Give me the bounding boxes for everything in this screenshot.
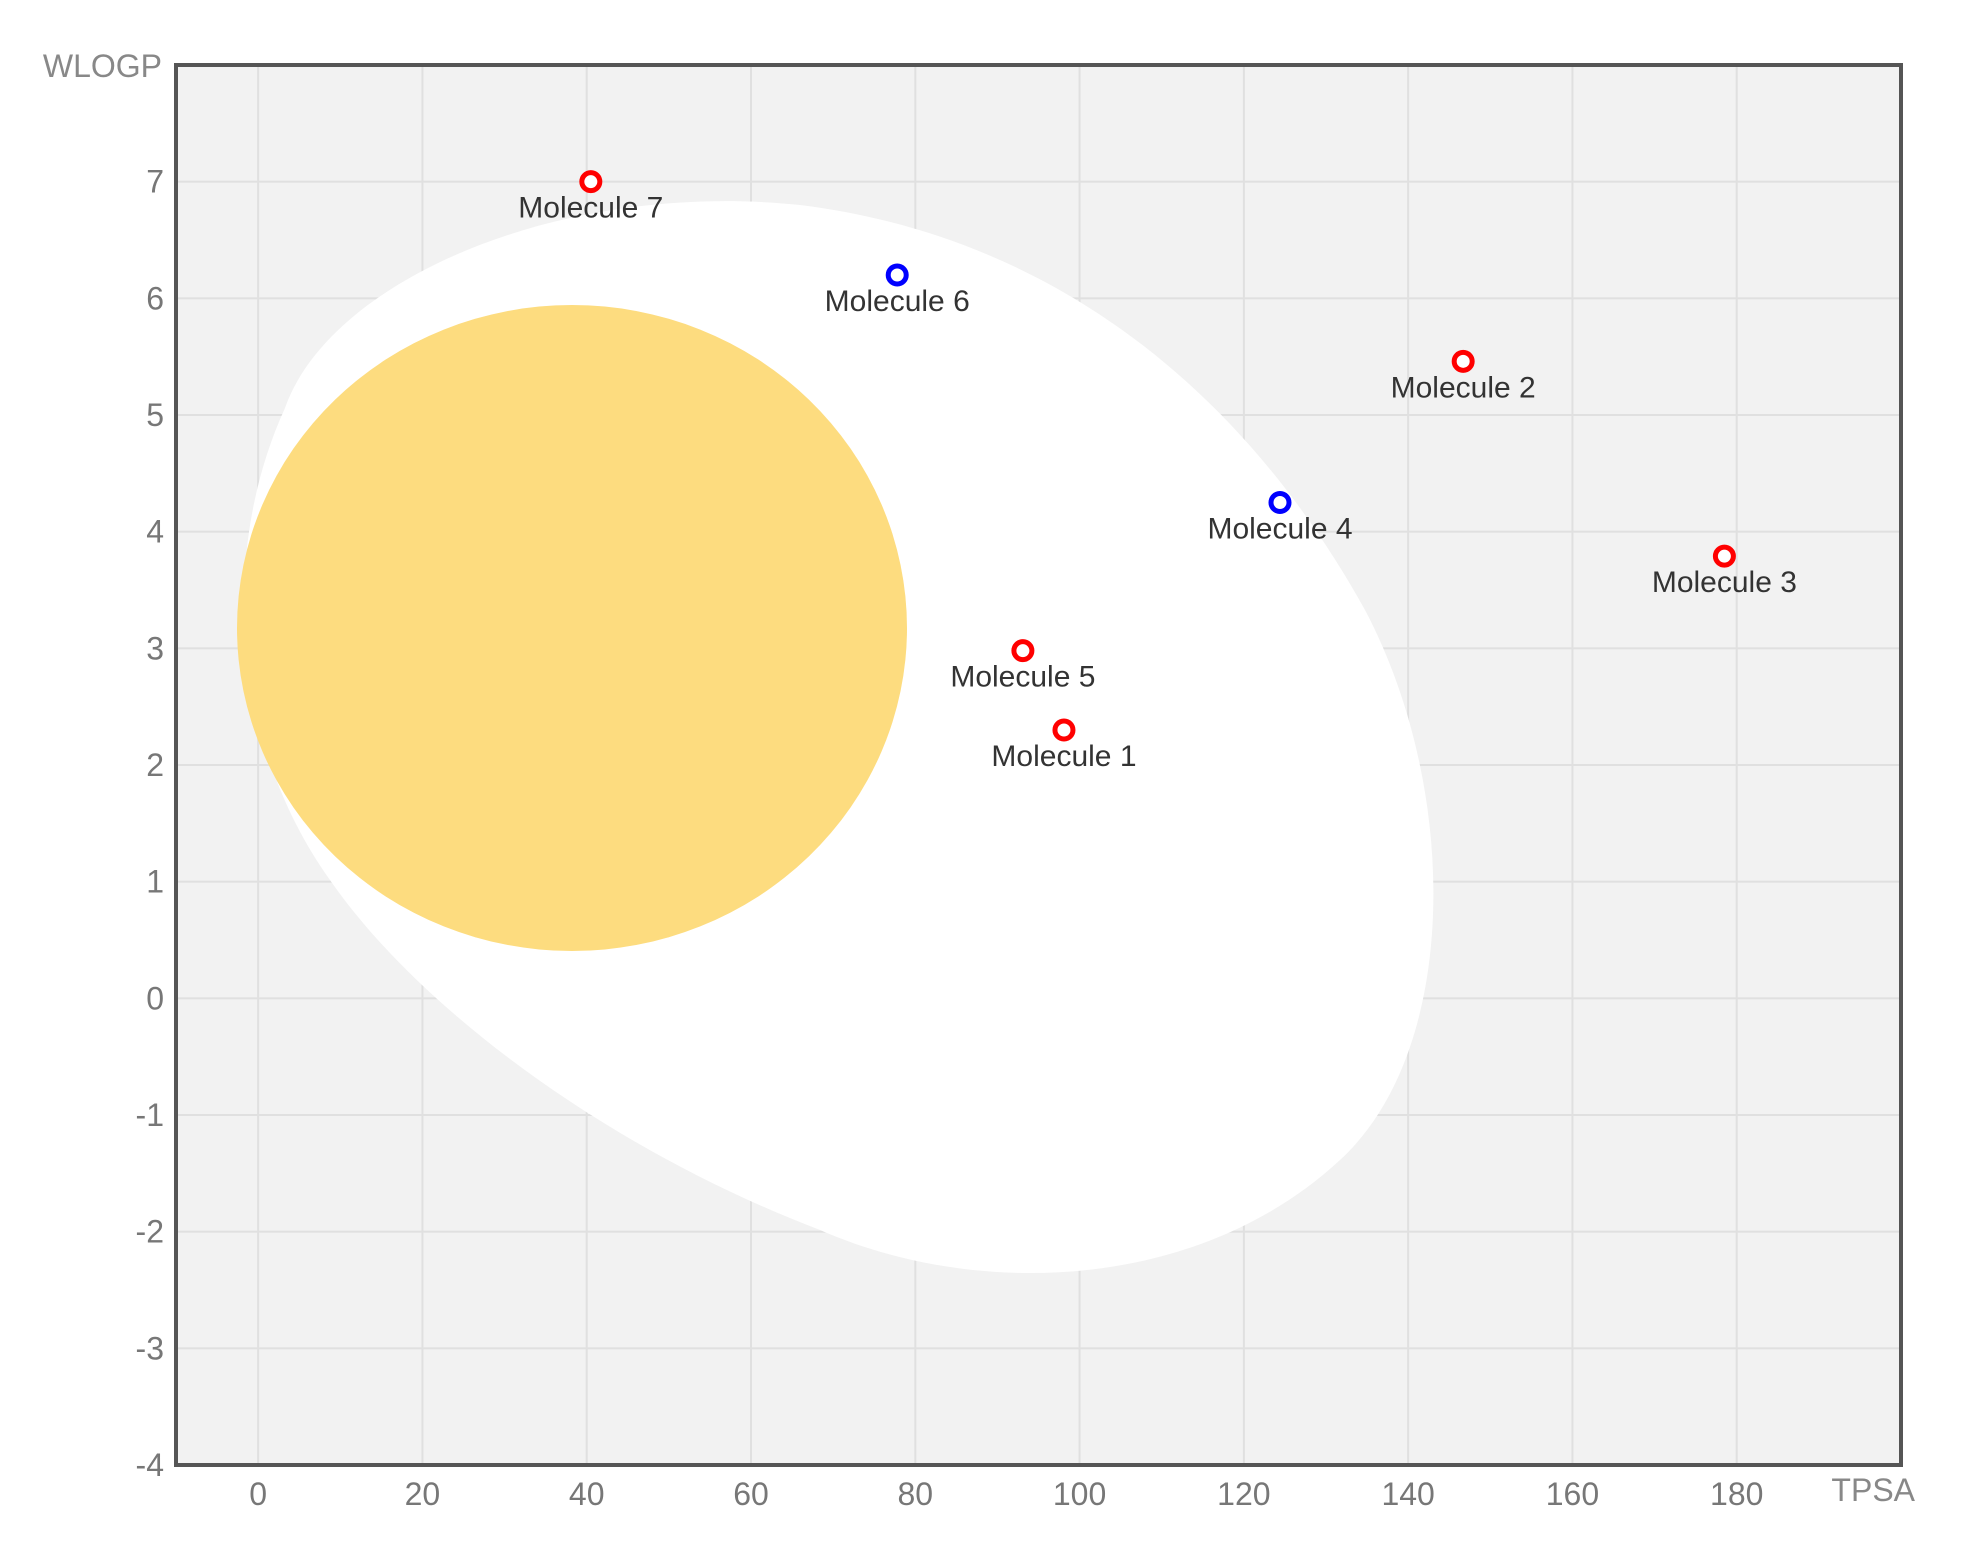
x-tick-label: 180 <box>1710 1476 1763 1512</box>
scatter-point-1[interactable] <box>1052 718 1076 742</box>
point-label-3: Molecule 3 <box>1652 566 1797 599</box>
y-tick-label: 4 <box>146 514 164 550</box>
y-axis-ticks: -4 -3 -2 -1 0 1 2 3 4 5 6 7 <box>136 164 164 1483</box>
points-layer: Molecule 1 Molecule 2 Molecule 3 Molecule 4… <box>518 170 1797 773</box>
y-tick-label: 2 <box>146 747 164 783</box>
x-tick-label: 100 <box>1053 1476 1106 1512</box>
plot-border <box>174 63 1903 1467</box>
x-tick-label: 140 <box>1381 1476 1434 1512</box>
scatter-point-3[interactable] <box>1712 544 1736 568</box>
y-tick-label: 1 <box>146 864 164 900</box>
scatter-point-2[interactable] <box>1451 349 1475 373</box>
point-label-5: Molecule 5 <box>950 661 1095 694</box>
y-tick-label: 7 <box>146 164 164 200</box>
x-tick-label: 40 <box>569 1476 605 1512</box>
point-label-7: Molecule 7 <box>518 192 663 225</box>
x-tick-label: 160 <box>1546 1476 1599 1512</box>
y-tick-label: -4 <box>136 1447 164 1483</box>
x-tick-label: 120 <box>1217 1476 1270 1512</box>
point-label-6: Molecule 6 <box>825 285 970 318</box>
y-tick-label: 3 <box>146 630 164 666</box>
x-tick-label: 60 <box>733 1476 769 1512</box>
y-tick-label: 5 <box>146 397 164 433</box>
scatter-point-7[interactable] <box>579 170 603 194</box>
scatter-point-5[interactable] <box>1011 639 1035 663</box>
point-label-4: Molecule 4 <box>1207 513 1352 546</box>
y-tick-label: -2 <box>136 1214 164 1250</box>
x-tick-label: 20 <box>405 1476 441 1512</box>
scatter-point-4[interactable] <box>1268 491 1292 514</box>
point-label-1: Molecule 1 <box>991 740 1136 773</box>
x-axis-ticks: 0 20 40 60 80 100 120 140 160 180 <box>249 1476 1763 1512</box>
x-tick-label: 80 <box>897 1476 933 1512</box>
y-tick-label: 6 <box>146 280 164 316</box>
x-axis-title: TPSA <box>1831 1472 1915 1508</box>
y-tick-label: 0 <box>146 980 164 1016</box>
y-tick-label: -1 <box>136 1097 164 1133</box>
scatter-point-6[interactable] <box>885 263 909 287</box>
x-tick-label: 0 <box>249 1476 267 1512</box>
y-tick-label: -3 <box>136 1330 164 1366</box>
y-axis-title: WLOGP <box>43 48 162 84</box>
point-label-2: Molecule 2 <box>1391 371 1536 404</box>
egg-yolk-region <box>237 305 907 951</box>
